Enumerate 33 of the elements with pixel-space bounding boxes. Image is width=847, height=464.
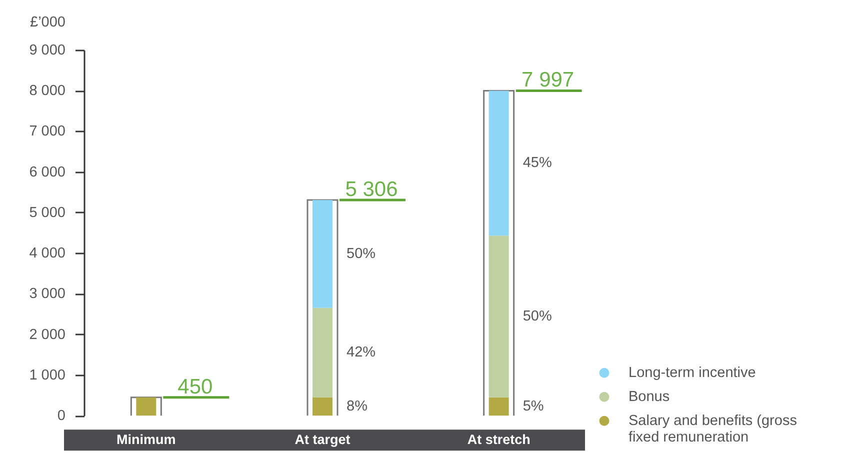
y-axis-title: £’000 [30, 14, 66, 30]
total-label: 7 997 [522, 68, 574, 92]
total-label: 450 [178, 375, 213, 398]
legend-label: Bonus [628, 388, 670, 405]
x-tick-label: Minimum [116, 432, 176, 448]
annotation: 42% [346, 344, 376, 361]
annotation: 5% [522, 398, 544, 414]
bar [488, 236, 509, 398]
bar [136, 397, 156, 416]
y-tick-label: 7 000 [29, 124, 66, 140]
x-tick-label: At target [294, 432, 351, 448]
y-tick-label: 9 000 [29, 42, 66, 58]
annotation: 8% [346, 398, 368, 414]
x-tick-label: At stretch [467, 432, 530, 448]
bar [312, 200, 332, 308]
y-tick-label: 4 000 [29, 246, 66, 262]
total-label: 5 306 [345, 178, 398, 202]
legend-label: Long-term incentive [628, 364, 756, 381]
bar [488, 397, 509, 416]
y-tick-label: 3 000 [29, 286, 66, 302]
y-tick-label: 5 000 [29, 204, 66, 221]
legend-label: Salary and benefits (gross fixed remuneration [628, 412, 797, 446]
y-tick-label: 6 000 [29, 164, 66, 180]
y-tick-label: 2 000 [29, 326, 66, 343]
y-tick-label: 0 [57, 408, 66, 424]
y-tick-label: 8 000 [29, 83, 66, 100]
bar [312, 397, 332, 416]
annotation: 45% [522, 155, 552, 172]
bar [312, 308, 332, 398]
annotation: 50% [522, 308, 552, 324]
y-tick-label: 1 000 [29, 367, 66, 384]
bar [488, 90, 509, 236]
annotation: 50% [346, 246, 376, 262]
